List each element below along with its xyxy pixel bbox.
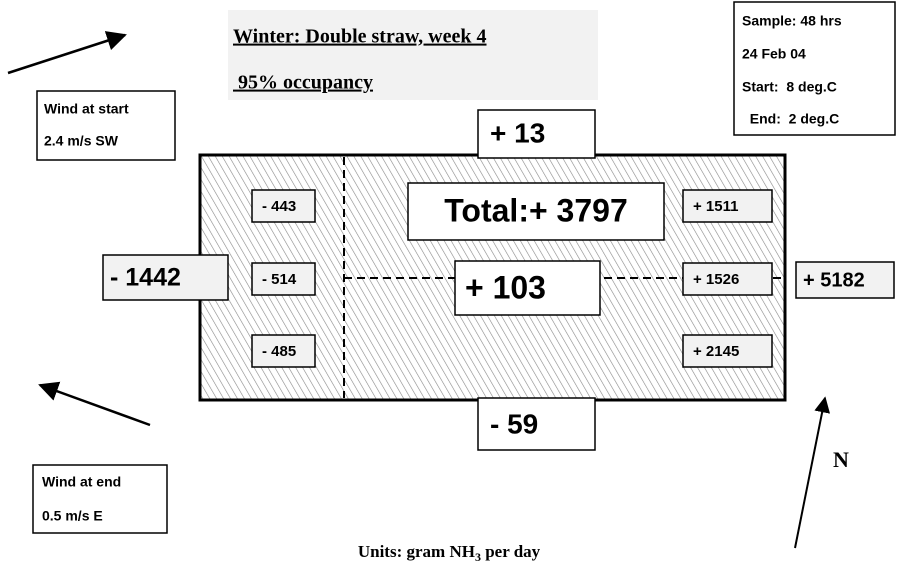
total: Total:+ 3797 [444,192,627,228]
flow-box [477,397,596,451]
centre-value: + 103 [465,269,546,305]
wind-end-value: 0.5 m/s E [42,508,103,524]
total-box [407,182,665,241]
flow-box [795,261,895,299]
flow-box [477,109,596,159]
title-panel [228,10,598,100]
wind-start-value: 2.4 m/s SW [44,133,119,149]
sample-line: Sample: 48 hrs [742,13,842,29]
wind-arrow [7,31,127,75]
flow-north: + 13 [490,117,545,148]
sample-box [733,1,896,136]
cell-value: - 514 [262,271,297,288]
cell-value: + 1511 [693,198,738,215]
cell-value: + 2145 [693,343,739,360]
cell-box [682,262,773,296]
sample-line: End: 2 deg.C [742,111,839,127]
wind-start-label: Wind at start [44,101,129,117]
flow-east: + 5182 [803,269,865,291]
wind-start-box [36,90,176,161]
sample-line: 24 Feb 04 [742,46,806,62]
cell-box [251,189,316,223]
title: Winter: Double straw, week 4 [233,26,487,48]
wind-end-label: Wind at end [42,474,121,490]
units-text: Units: gram NH [358,542,475,561]
units-subscript: 3 [475,550,481,564]
cell-value: - 485 [262,343,296,360]
wind-arrow [38,381,151,427]
wind-end-box [32,464,168,534]
cell-box [251,334,316,368]
centre-box [454,260,601,316]
cell-box [251,262,316,296]
flow-south: - 59 [490,408,538,439]
subtitle: 95% occupancy [233,72,373,94]
flow-west: - 1442 [110,264,181,292]
cell-box [682,189,773,223]
cell-value: + 1526 [693,271,739,288]
flow-box [102,254,229,301]
units-suffix: per day [481,542,541,561]
cell-box [682,334,773,368]
cell-value: - 443 [262,198,296,215]
sample-line: Start: 8 deg.C [742,79,837,95]
north-arrow [794,396,831,549]
compass-label: N [833,447,849,472]
units: Units: gram NH3 per day [358,542,541,564]
